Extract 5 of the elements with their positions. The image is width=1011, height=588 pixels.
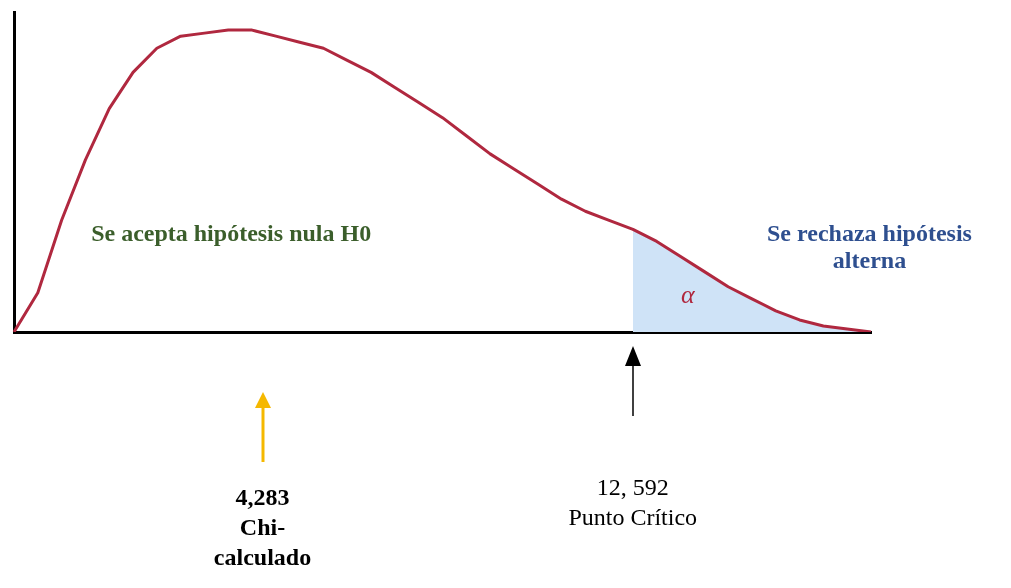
annotation: Se rechaza hipótesis alterna (766, 220, 973, 275)
annotation: Se acepta hipótesis nula H0 (91, 220, 372, 248)
text: 12, 592 Punto Crítico (568, 473, 698, 532)
annotation: α (680, 279, 695, 310)
text: 4,283 Chi-calculado (212, 483, 313, 572)
